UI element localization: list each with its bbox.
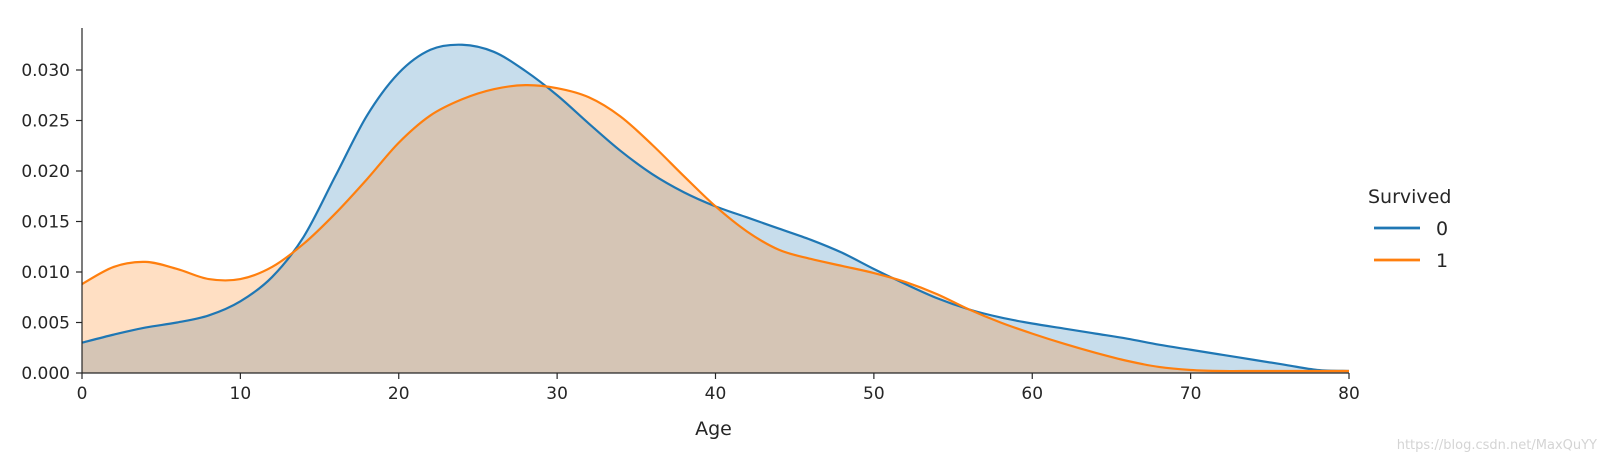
x-tick-label: 70: [1180, 384, 1202, 404]
x-tick-label: 80: [1338, 384, 1360, 404]
y-tick-label: 0.020: [21, 162, 70, 182]
legend-label-1: 1: [1436, 250, 1448, 272]
x-tick-label: 0: [77, 384, 88, 404]
y-tick-label: 0.030: [21, 61, 70, 81]
series-0-fill: [82, 44, 1349, 374]
y-tick-label: 0.005: [21, 314, 70, 334]
x-tick-label: 40: [705, 384, 727, 404]
x-tick-label: 10: [230, 384, 252, 404]
y-tick-label: 0.000: [21, 364, 70, 384]
legend-label-0: 0: [1436, 218, 1448, 240]
x-axis-label: Age: [695, 418, 732, 440]
watermark: https://blog.csdn.net/MaxQuYY: [1396, 438, 1597, 453]
series-1-fill: [82, 85, 1349, 373]
x-tick-label: 20: [388, 384, 410, 404]
x-tick-label: 30: [546, 384, 568, 404]
y-tick-label: 0.010: [21, 263, 70, 283]
x-tick-label: 50: [863, 384, 885, 404]
legend-title: Survived: [1368, 186, 1451, 208]
y-tick-label: 0.025: [21, 112, 70, 132]
y-tick-label: 0.015: [21, 213, 70, 233]
series-1-line: [81, 84, 1349, 373]
x-tick-label: 60: [1021, 384, 1043, 404]
